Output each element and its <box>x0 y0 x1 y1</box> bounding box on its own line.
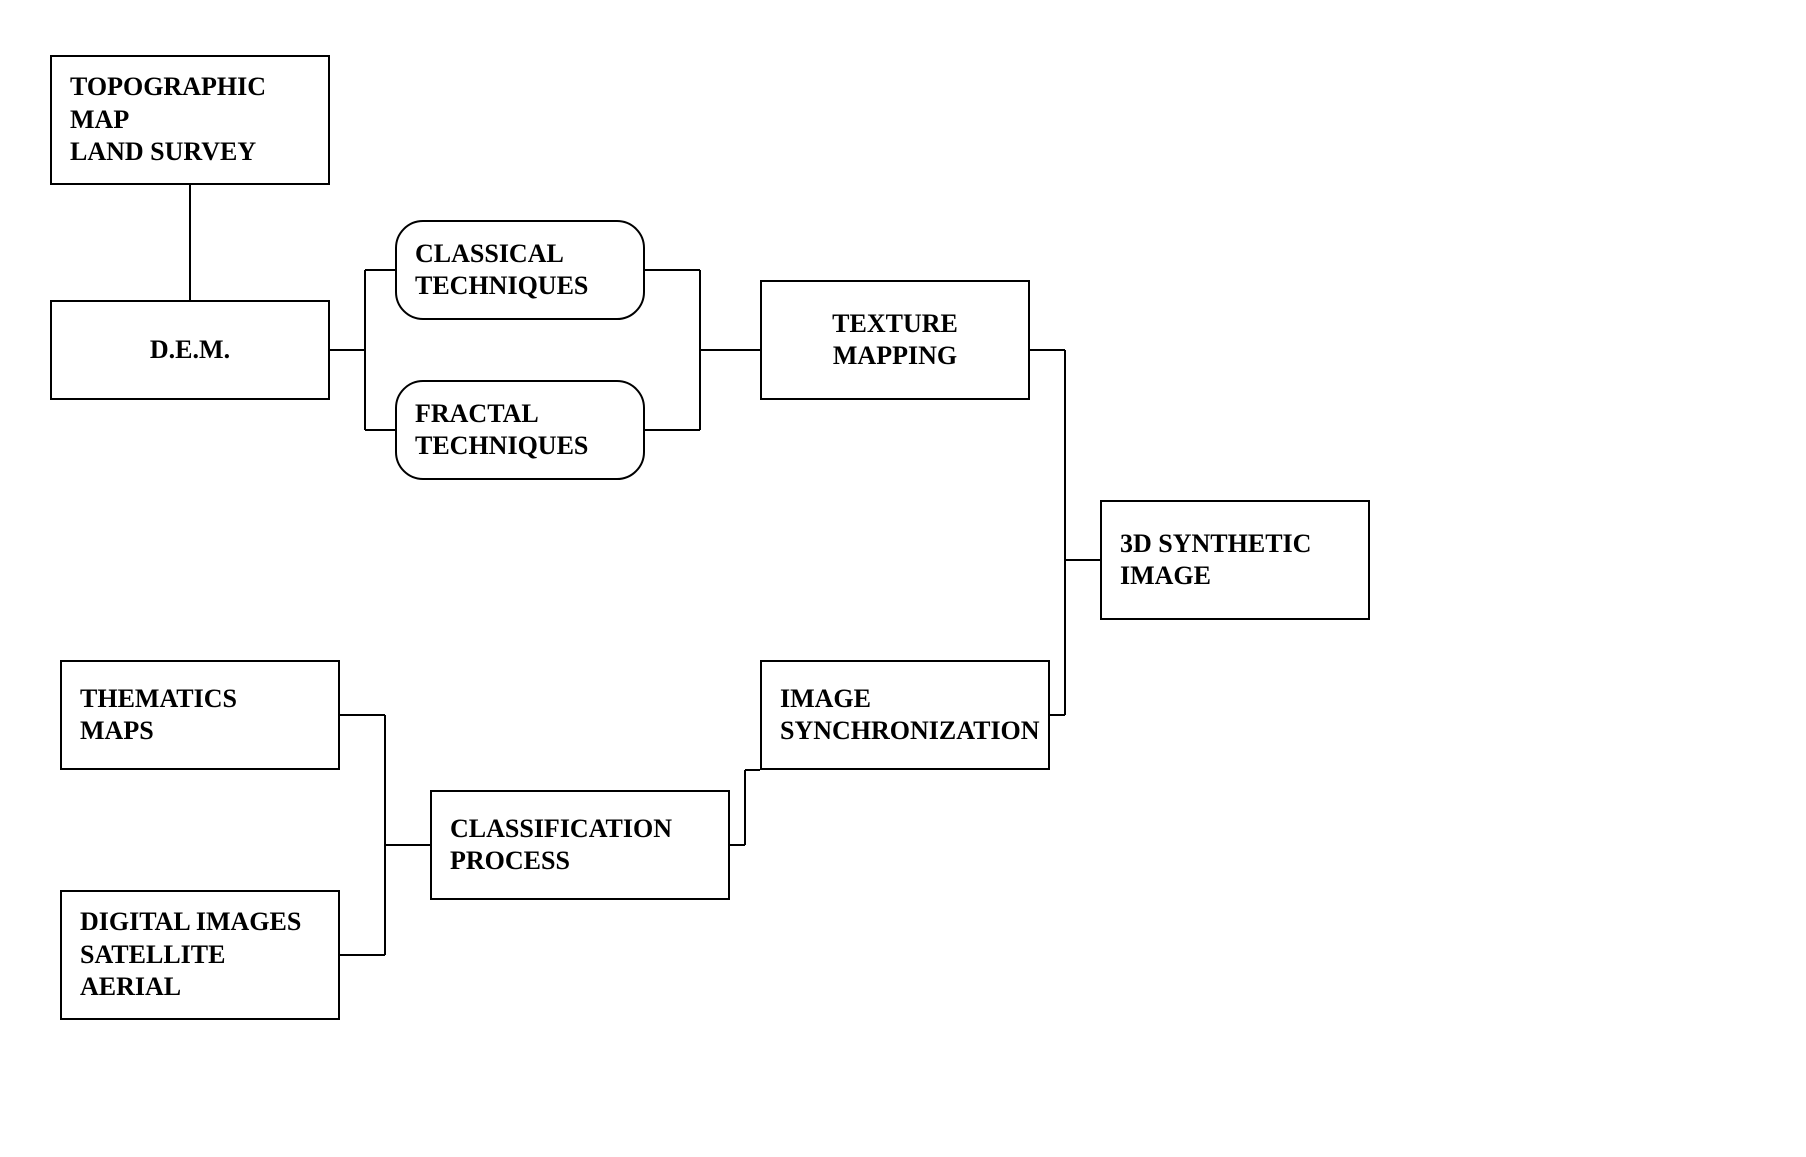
node-label: THEMATICS MAPS <box>80 683 237 748</box>
node-image-synchronization: IMAGE SYNCHRONIZATION <box>760 660 1050 770</box>
node-label: 3D SYNTHETIC IMAGE <box>1120 528 1311 593</box>
node-label: CLASSIFICATION PROCESS <box>450 813 672 878</box>
node-dem: D.E.M. <box>50 300 330 400</box>
node-digital-images: DIGITAL IMAGES SATELLITE AERIAL <box>60 890 340 1020</box>
node-texture-mapping: TEXTURE MAPPING <box>760 280 1030 400</box>
node-label: FRACTAL TECHNIQUES <box>415 398 588 463</box>
node-3d-synthetic-image: 3D SYNTHETIC IMAGE <box>1100 500 1370 620</box>
node-classification-process: CLASSIFICATION PROCESS <box>430 790 730 900</box>
flowchart-canvas: TOPOGRAPHIC MAP LAND SURVEY D.E.M. CLASS… <box>0 0 1806 1157</box>
node-label: TEXTURE MAPPING <box>832 308 958 373</box>
node-fractal-techniques: FRACTAL TECHNIQUES <box>395 380 645 480</box>
node-thematic-maps: THEMATICS MAPS <box>60 660 340 770</box>
node-topographic-map: TOPOGRAPHIC MAP LAND SURVEY <box>50 55 330 185</box>
node-label: DIGITAL IMAGES SATELLITE AERIAL <box>80 906 301 1004</box>
node-label: D.E.M. <box>150 334 230 367</box>
node-label: TOPOGRAPHIC MAP LAND SURVEY <box>70 71 266 169</box>
node-label: CLASSICAL TECHNIQUES <box>415 238 588 303</box>
node-label: IMAGE SYNCHRONIZATION <box>780 683 1040 748</box>
node-classical-techniques: CLASSICAL TECHNIQUES <box>395 220 645 320</box>
